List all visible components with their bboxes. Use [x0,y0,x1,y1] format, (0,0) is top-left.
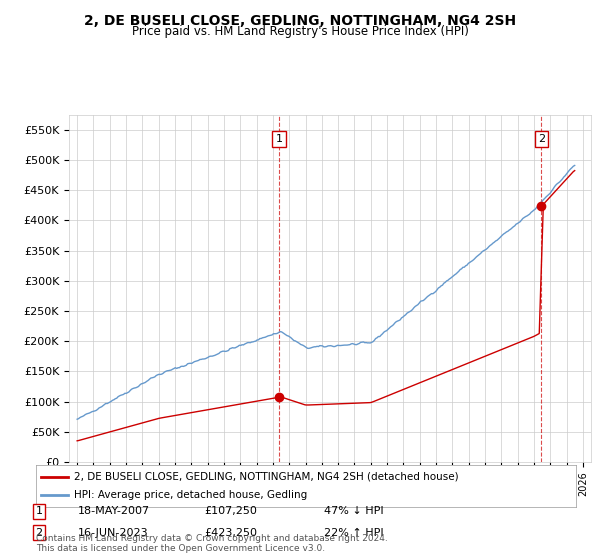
Text: £423,250: £423,250 [204,528,257,538]
Text: HPI: Average price, detached house, Gedling: HPI: Average price, detached house, Gedl… [74,490,307,500]
Text: £107,250: £107,250 [204,506,257,516]
Text: 1: 1 [275,134,283,144]
Text: 2: 2 [35,528,43,538]
Text: 18-MAY-2007: 18-MAY-2007 [78,506,150,516]
Text: 47% ↓ HPI: 47% ↓ HPI [324,506,383,516]
Text: 1: 1 [35,506,43,516]
Text: 2: 2 [538,134,545,144]
Text: 2, DE BUSELI CLOSE, GEDLING, NOTTINGHAM, NG4 2SH (detached house): 2, DE BUSELI CLOSE, GEDLING, NOTTINGHAM,… [74,472,458,482]
Text: 22% ↑ HPI: 22% ↑ HPI [324,528,383,538]
Text: Contains HM Land Registry data © Crown copyright and database right 2024.
This d: Contains HM Land Registry data © Crown c… [36,534,388,553]
Text: 16-JUN-2023: 16-JUN-2023 [78,528,149,538]
Text: 2, DE BUSELI CLOSE, GEDLING, NOTTINGHAM, NG4 2SH: 2, DE BUSELI CLOSE, GEDLING, NOTTINGHAM,… [84,14,516,28]
Text: Price paid vs. HM Land Registry's House Price Index (HPI): Price paid vs. HM Land Registry's House … [131,25,469,38]
